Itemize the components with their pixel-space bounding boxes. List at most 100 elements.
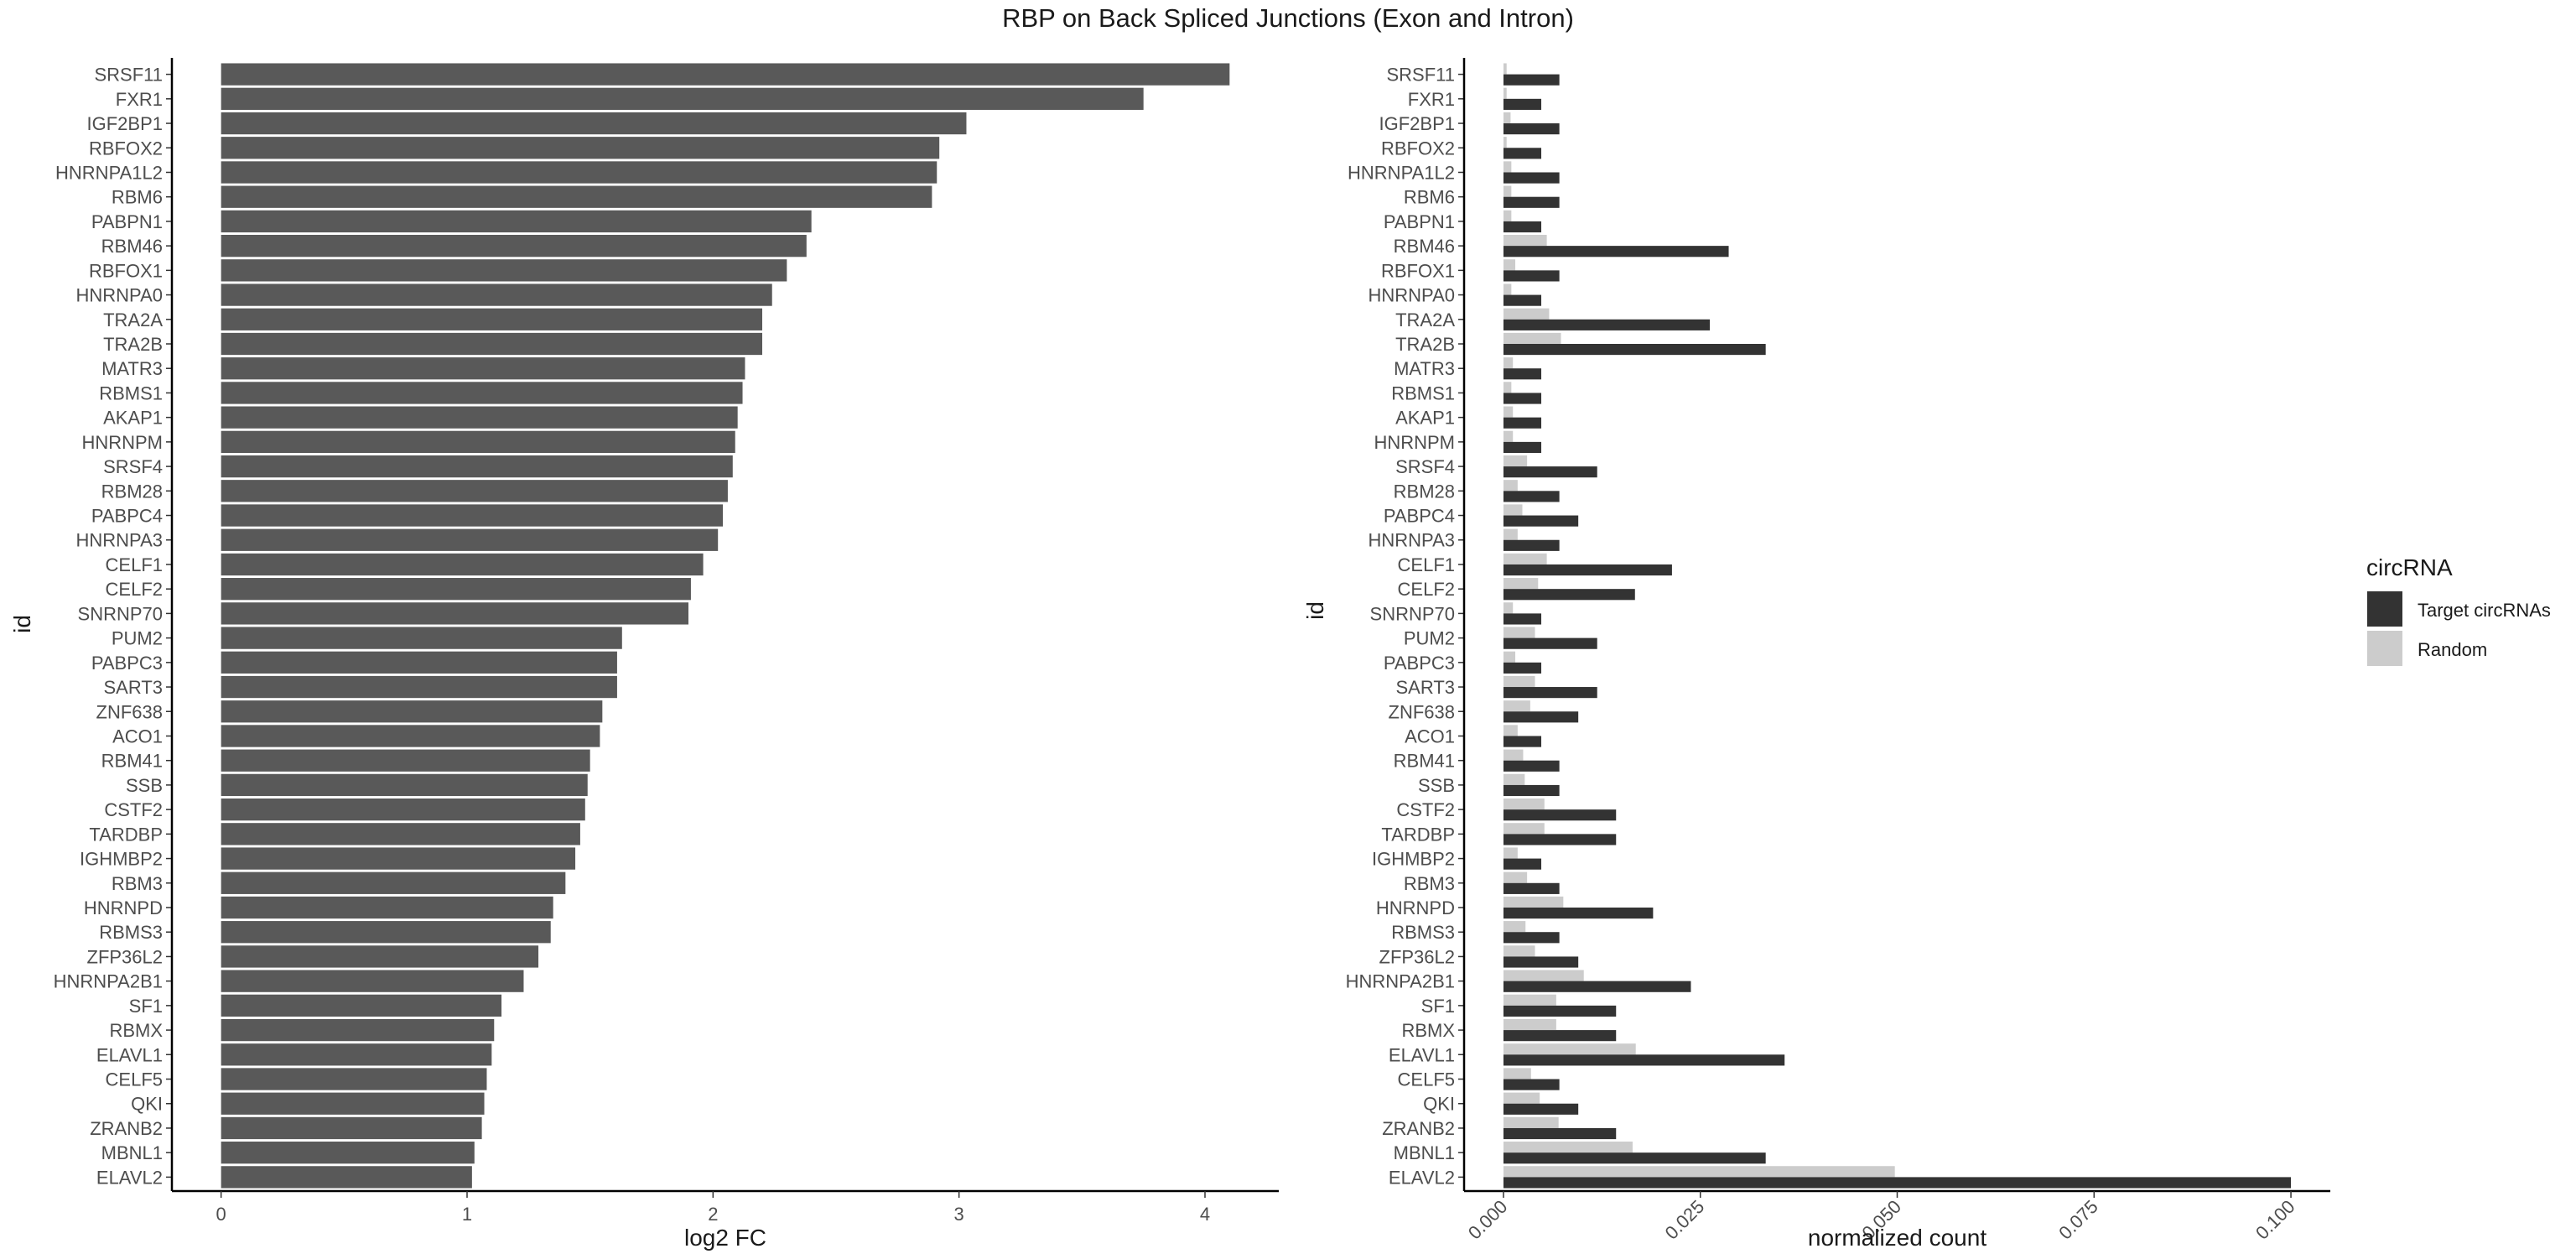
y-tick-label: PUM2 xyxy=(1404,628,1455,649)
y-tick-label: HNRNPD xyxy=(1376,897,1455,918)
bar-random-rbfox2 xyxy=(1503,137,1507,148)
bar-random-tardbp xyxy=(1503,823,1545,835)
bar-random-znf638 xyxy=(1503,700,1530,712)
bar-random-aco1 xyxy=(1503,725,1518,736)
y-tick-label: ELAVL1 xyxy=(1389,1044,1455,1065)
bar-random-hnrnpa2b1 xyxy=(1503,970,1584,981)
bar-random-pum2 xyxy=(1503,627,1535,638)
x-tick-label: 0.000 xyxy=(1464,1196,1512,1244)
bar-target-celf1 xyxy=(1503,564,1672,576)
bar-random-zranb2 xyxy=(1503,1116,1559,1128)
bar-target-tra2b xyxy=(1503,344,1766,356)
y-tick-label: RBFOX1 xyxy=(1381,260,1455,281)
bar-log2fc-tra2a xyxy=(221,308,763,330)
y-tick-label: SART3 xyxy=(103,677,163,698)
bar-target-hnrnpa0 xyxy=(1503,294,1542,306)
bar-target-tardbp xyxy=(1503,834,1617,845)
y-tick-label: CELF5 xyxy=(1398,1069,1455,1090)
bar-log2fc-cstf2 xyxy=(221,798,585,821)
bar-target-srsf11 xyxy=(1503,74,1560,86)
y-tick-label: TRA2B xyxy=(1395,334,1455,355)
bar-target-hnrnpd xyxy=(1503,908,1654,919)
bar-log2fc-mbnl1 xyxy=(221,1142,475,1164)
y-tick-label: RBM28 xyxy=(101,481,163,502)
y-tick-label: SART3 xyxy=(1395,677,1455,698)
bar-random-akap1 xyxy=(1503,406,1514,418)
bar-log2fc-celf5 xyxy=(221,1068,487,1090)
bar-log2fc-hnrnpa0 xyxy=(221,284,772,306)
x-tick-label: 3 xyxy=(954,1204,964,1225)
bar-target-rbm6 xyxy=(1503,196,1560,208)
bar-target-rbms1 xyxy=(1503,393,1542,404)
bar-target-tra2a xyxy=(1503,319,1710,330)
x-tick-label: 0.075 xyxy=(2054,1196,2102,1244)
y-tick-label: CELF5 xyxy=(106,1069,163,1090)
bar-log2fc-hnrnpm xyxy=(221,430,735,454)
bar-log2fc-zfp36l2 xyxy=(221,945,539,968)
y-tick-label: PABPC4 xyxy=(1384,506,1455,527)
bar-target-elavl1 xyxy=(1503,1054,1785,1066)
bar-target-rbm28 xyxy=(1503,491,1560,502)
y-tick-label: PABPC4 xyxy=(91,506,163,527)
y-tick-label: RBM46 xyxy=(101,236,163,257)
y-tick-label: IGF2BP1 xyxy=(1379,113,1455,134)
bar-target-rbm41 xyxy=(1503,760,1560,772)
bar-log2fc-rbfox2 xyxy=(221,137,940,159)
y-tick-label: TRA2A xyxy=(103,310,163,330)
legend-label-random: Random xyxy=(2418,639,2487,660)
y-tick-label: RBM3 xyxy=(112,873,163,894)
bar-log2fc-hnrnpd xyxy=(221,896,553,919)
bar-random-pabpc3 xyxy=(1503,651,1516,663)
bar-target-fxr1 xyxy=(1503,98,1542,110)
y-axis-title: id xyxy=(9,615,35,633)
bar-log2fc-rbms1 xyxy=(221,382,743,404)
y-tick-label: HNRNPM xyxy=(81,432,163,453)
y-tick-label: SNRNP70 xyxy=(78,603,163,624)
bar-target-rbfox2 xyxy=(1503,148,1542,159)
y-tick-label: RBFOX1 xyxy=(89,260,163,281)
bar-log2fc-tardbp xyxy=(221,823,580,845)
y-tick-label: SRSF11 xyxy=(94,65,163,86)
y-tick-label: HNRNPA3 xyxy=(1368,530,1455,551)
y-tick-label: QKI xyxy=(1423,1094,1455,1115)
bar-random-rbfox1 xyxy=(1503,259,1516,271)
bar-log2fc-zranb2 xyxy=(221,1116,482,1140)
y-tick-label: PUM2 xyxy=(112,628,163,649)
y-tick-label: ZNF638 xyxy=(96,701,163,722)
bar-log2fc-celf2 xyxy=(221,578,691,601)
bar-random-tra2a xyxy=(1503,308,1550,320)
bar-random-hnrnpa0 xyxy=(1503,284,1512,295)
y-tick-label: RBM6 xyxy=(112,187,163,208)
bar-target-pabpc4 xyxy=(1503,515,1579,527)
bar-random-rbm28 xyxy=(1503,480,1518,492)
y-tick-label: ZNF638 xyxy=(1389,701,1455,722)
bar-log2fc-ighmbp2 xyxy=(221,847,576,870)
y-tick-label: TARDBP xyxy=(1381,824,1455,845)
y-tick-label: RBM6 xyxy=(1404,187,1455,208)
y-tick-label: ELAVL2 xyxy=(1389,1167,1455,1188)
bar-target-pum2 xyxy=(1503,637,1597,649)
y-tick-label: ZFP36L2 xyxy=(1379,946,1456,967)
y-tick-label: IGHMBP2 xyxy=(1372,849,1455,870)
bar-target-celf5 xyxy=(1503,1079,1560,1090)
bar-log2fc-tra2b xyxy=(221,332,763,356)
bar-target-zranb2 xyxy=(1503,1127,1617,1140)
bar-target-sf1 xyxy=(1503,1005,1617,1017)
y-tick-label: RBM41 xyxy=(1394,751,1455,772)
bar-random-celf2 xyxy=(1503,578,1539,590)
bar-random-pabpn1 xyxy=(1503,210,1512,221)
legend-title: circRNA xyxy=(2366,554,2453,580)
y-tick-label: SRSF11 xyxy=(1386,65,1455,86)
y-tick-label: CELF1 xyxy=(1398,554,1455,575)
y-tick-label: CELF1 xyxy=(106,554,163,575)
bar-target-znf638 xyxy=(1503,711,1579,723)
bar-target-pabpc3 xyxy=(1503,662,1542,674)
x-tick-label: 1 xyxy=(462,1204,472,1225)
bar-random-tra2b xyxy=(1503,332,1561,344)
bar-log2fc-pabpc3 xyxy=(221,651,617,674)
y-tick-label: HNRNPM xyxy=(1374,432,1455,453)
bar-log2fc-hnrnpa3 xyxy=(221,528,719,551)
bar-target-akap1 xyxy=(1503,417,1542,429)
y-tick-label: RBM41 xyxy=(101,751,163,772)
